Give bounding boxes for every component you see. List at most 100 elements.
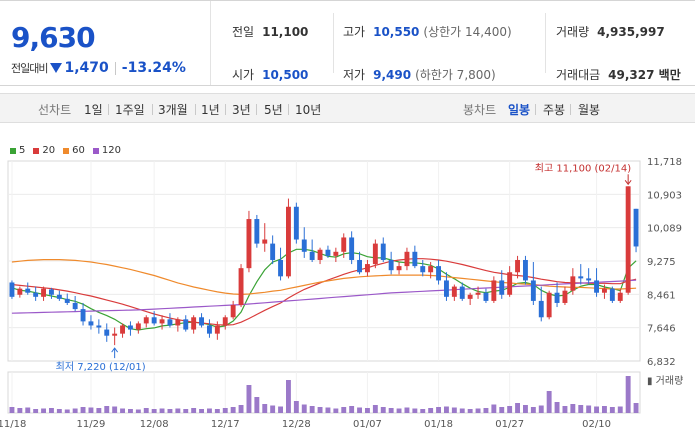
volume-bar (246, 385, 252, 413)
high-annotation: 최고 11,100 (02/14) (535, 162, 631, 174)
candle-body (617, 292, 623, 301)
candle-body (112, 333, 118, 336)
candle-body (412, 251, 418, 267)
candle-body (262, 239, 268, 244)
volume-bar (80, 407, 86, 413)
y-tick-label: 7,646 (647, 324, 676, 335)
candle-body (246, 219, 252, 269)
candle-body (428, 266, 434, 273)
volume-bar (175, 408, 181, 413)
divider (535, 104, 536, 115)
volume-bar (365, 408, 370, 413)
candle-body (207, 325, 212, 334)
volume-stat: 거래량 4,935,997 (556, 23, 665, 40)
candle-body (530, 280, 536, 301)
x-tick-label: 11/29 (77, 419, 106, 430)
volume-bar (120, 408, 125, 413)
volume-bar (412, 408, 418, 413)
volume-bar (341, 407, 347, 413)
change-divider (114, 61, 116, 75)
candle-body (317, 249, 323, 260)
candle-body (372, 243, 378, 265)
volume-bar (112, 406, 118, 413)
candle-body (538, 300, 544, 318)
volume-bar (546, 391, 552, 413)
divider (256, 104, 257, 115)
volume-bar (191, 408, 197, 413)
period-10y[interactable]: 10년 (295, 103, 322, 117)
divider (108, 104, 109, 115)
volume-bar (554, 402, 560, 413)
period-5y[interactable]: 5년 (264, 103, 283, 117)
candle-body (459, 286, 465, 299)
candle-body (578, 276, 584, 279)
candle-body (72, 302, 78, 310)
candle-body (301, 239, 307, 252)
volume-bar (56, 409, 62, 413)
candle-body (151, 317, 157, 324)
down-arrow-icon (50, 63, 63, 73)
volume-bar (25, 407, 31, 413)
volume-bar (349, 406, 355, 413)
period-3y[interactable]: 3년 (232, 103, 251, 117)
volume-bar (538, 405, 544, 413)
candle-body (404, 251, 410, 267)
period-1w[interactable]: 1주일 (115, 103, 145, 117)
period-1y[interactable]: 1년 (201, 103, 220, 117)
y-tick-label: 10,903 (647, 190, 682, 201)
volume-bar (523, 405, 528, 413)
candle-body (554, 292, 560, 303)
volume-bar (388, 408, 394, 413)
candle-weekly[interactable]: 주봉 (543, 103, 566, 117)
x-tick-label: 01/18 (424, 419, 453, 430)
candle-monthly[interactable]: 월봉 (578, 103, 601, 117)
prev-close-label: 전일 (232, 25, 255, 39)
candle-body (230, 305, 236, 318)
current-price: 9,630 (11, 21, 96, 54)
high-arrow-head (624, 179, 632, 186)
period-1d[interactable]: 1일 (84, 103, 103, 117)
y-tick-label: 9,275 (647, 257, 676, 268)
price-box: 9,630 전일대비 1,470 -13.24% (0, 1, 211, 85)
volume-bar (436, 407, 441, 413)
volume-bar (96, 408, 102, 413)
volume-bar (88, 407, 94, 413)
volume-bar (586, 405, 592, 413)
candle-body (483, 292, 489, 301)
candle-body (80, 309, 86, 322)
open-stat: 시가 10,500 (232, 66, 308, 83)
legend-label: 60 (72, 145, 85, 156)
candle-body (41, 288, 46, 297)
ma-legend: 5 20 60 120 (10, 145, 121, 156)
high-label: 고가 (343, 25, 366, 39)
volume-bar (380, 407, 386, 413)
candle-body (570, 276, 576, 291)
divider (545, 13, 546, 73)
legend-item-ma60: 60 (63, 145, 85, 156)
candle-body (396, 266, 402, 271)
candle-body (49, 289, 54, 295)
volume-bar (317, 407, 323, 413)
volume-bar (72, 408, 78, 413)
candle-daily[interactable]: 일봉 (508, 103, 531, 117)
prev-close-value: 11,100 (262, 25, 309, 39)
volume-bar (633, 403, 639, 413)
x-tick-label: 01/27 (495, 419, 524, 430)
volume-bar (475, 408, 481, 413)
candle-body (586, 278, 592, 281)
volume-bar (278, 406, 283, 413)
period-3m[interactable]: 3개월 (158, 103, 188, 117)
candle-body (444, 280, 449, 297)
volume-bar (444, 406, 449, 413)
candle-body (594, 280, 599, 293)
candle-body (293, 206, 299, 240)
volume-label: 거래량 (556, 25, 590, 39)
volume-bar (9, 407, 15, 413)
volume-bar (578, 405, 584, 413)
volume-bar (491, 404, 497, 413)
volume-bar (325, 407, 331, 413)
candle-body (562, 290, 568, 303)
change-value: 1,470 (64, 60, 109, 76)
volume-bar (507, 406, 513, 413)
legend-swatch (33, 147, 40, 154)
